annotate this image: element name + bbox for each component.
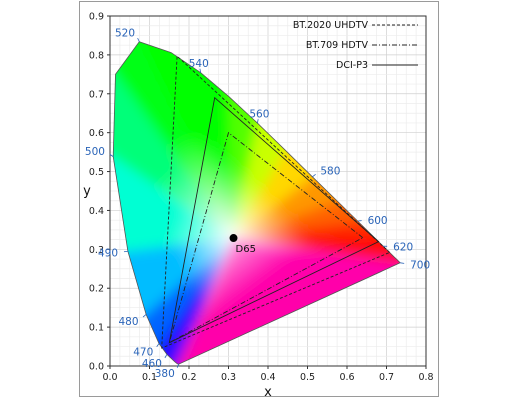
gamut-wedge [149, 41, 234, 239]
gamut-wedge [113, 41, 234, 239]
y-tick-label: 0.4 [89, 206, 104, 217]
wavelength-tick [357, 220, 362, 222]
white-point: D65 [229, 234, 256, 255]
wavelength-tick [137, 37, 140, 42]
wavelength-tick [109, 154, 114, 157]
legend-label: BT.2020 UHDTV [293, 20, 369, 31]
gamut-wedge [233, 238, 401, 258]
legend: BT.2020 UHDTV BT.709 HDTV DCI-P3 [293, 20, 418, 71]
y-tick-label: 0.0 [89, 362, 104, 373]
wavelength-label: 580 [320, 166, 340, 178]
x-tick-label: 0.0 [102, 372, 117, 383]
y-tick-label: 0.9 [89, 12, 104, 23]
gamut-wedge [233, 238, 401, 264]
wavelength-tick [400, 262, 405, 264]
y-tick-label: 0.5 [89, 167, 104, 178]
wavelength-label: 490 [98, 248, 118, 260]
wavelength-label: 460 [142, 358, 162, 370]
wavelength-tick [256, 119, 259, 124]
x-tick-label: 0.1 [142, 372, 157, 383]
gamut-wedge [233, 238, 401, 272]
wavelength-tick [199, 68, 202, 73]
wavelength-tick [164, 354, 168, 359]
y-tick-label: 0.6 [89, 128, 104, 139]
x-tick-label: 0.6 [339, 372, 354, 383]
figure-frame [79, 1, 439, 397]
y-tick-label: 0.1 [89, 323, 104, 334]
legend-label: DCI-P3 [336, 60, 368, 71]
wavelength-label: 560 [249, 108, 269, 120]
x-tick-label: 0.3 [221, 372, 236, 383]
gamut-wedge [113, 41, 234, 239]
wavelength-label: 470 [133, 347, 153, 359]
wavelength-label: 380 [155, 368, 175, 380]
wavelength-tick [312, 173, 316, 178]
gamut-triangle [161, 55, 391, 349]
x-tick-label: 0.8 [418, 372, 433, 383]
wavelength-label: 620 [393, 242, 413, 254]
y-tick-label: 0.7 [89, 89, 104, 100]
gamut-wedge [156, 238, 234, 365]
wavelength-label: 600 [368, 215, 388, 227]
gamut-wedge [154, 238, 234, 365]
y-tick-label: 0.2 [89, 284, 104, 295]
axis-ticks: 0.0 0.1 0.2 0.3 0.4 0.5 0.6 0.7 0.8 0.0 0.1 0.2 0.3 0… [83, 12, 433, 400]
gamut-wedge [159, 238, 234, 365]
x-tick-label: 0.2 [181, 372, 196, 383]
white-point-label: D65 [236, 244, 256, 255]
wavelength-tick [142, 314, 147, 318]
wavelength-label: 540 [189, 58, 209, 70]
white-point-marker [229, 234, 238, 243]
gamut-triangle [168, 96, 380, 344]
wavelength-label: 700 [410, 259, 430, 271]
y-tick-label: 0.8 [89, 50, 104, 61]
gamut-wedge [113, 41, 234, 239]
x-tick-label: 0.5 [300, 372, 315, 383]
legend-label: BT.709 HDTV [306, 40, 369, 51]
x-tick-label: 0.4 [260, 372, 275, 383]
y-axis-label: y [83, 184, 91, 199]
wavelength-label: 500 [85, 146, 105, 158]
wavelength-tick [176, 363, 180, 368]
gamut-triangles [161, 55, 391, 349]
wavelength-label: 480 [118, 316, 138, 328]
gamut-wedge [158, 238, 234, 365]
y-tick-label: 0.3 [89, 245, 104, 256]
wavelength-tick [156, 343, 160, 348]
x-axis-label: x [264, 385, 272, 400]
gamut-wedge [113, 128, 234, 256]
x-tick-label: 0.7 [379, 372, 394, 383]
wavelength-label: 520 [115, 28, 135, 40]
